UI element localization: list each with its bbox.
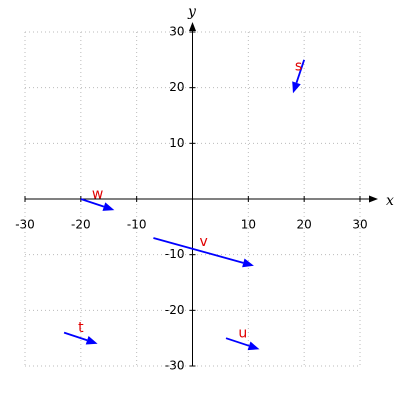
vector-label: s [295, 59, 302, 75]
x-tick-label: 30 [352, 218, 367, 232]
x-tick-label: -10 [127, 218, 147, 232]
vector-arrow [80, 198, 115, 211]
vector-arrow [225, 337, 260, 351]
vector-shaft [295, 59, 306, 84]
x-axis-label: x [386, 193, 394, 209]
vector-label: t [78, 320, 84, 336]
y-tick-label: -10 [165, 247, 185, 261]
x-tick-label: 10 [241, 218, 256, 232]
y-tick-label: 30 [169, 25, 184, 39]
vector-label: u [238, 326, 247, 342]
vector-label: v [200, 234, 208, 250]
vector-arrow [292, 59, 306, 94]
vector-head [85, 335, 98, 345]
y-axis-label: y [187, 4, 197, 20]
vector-head [102, 202, 115, 211]
vector-head [292, 81, 301, 94]
y-tick-label: -30 [165, 359, 185, 373]
x-axis-arrow [369, 195, 378, 203]
vector-shaft [63, 331, 88, 342]
y-tick-label: -20 [165, 303, 185, 317]
vector-head [247, 341, 260, 351]
y-tick-label: 10 [169, 136, 184, 150]
vector-arrow [153, 237, 254, 268]
y-axis-arrow [189, 22, 196, 31]
vector-shaft [80, 198, 105, 208]
vector-head [242, 258, 254, 268]
x-tick-label: -30 [15, 218, 35, 232]
vector-arrow [63, 331, 98, 345]
vector-label: w [92, 187, 103, 203]
vector-shaft [153, 237, 244, 264]
x-tick-label: 20 [297, 218, 312, 232]
vector-shaft [225, 337, 250, 347]
y-tick-label: 20 [169, 80, 184, 94]
x-tick-label: -20 [71, 218, 91, 232]
